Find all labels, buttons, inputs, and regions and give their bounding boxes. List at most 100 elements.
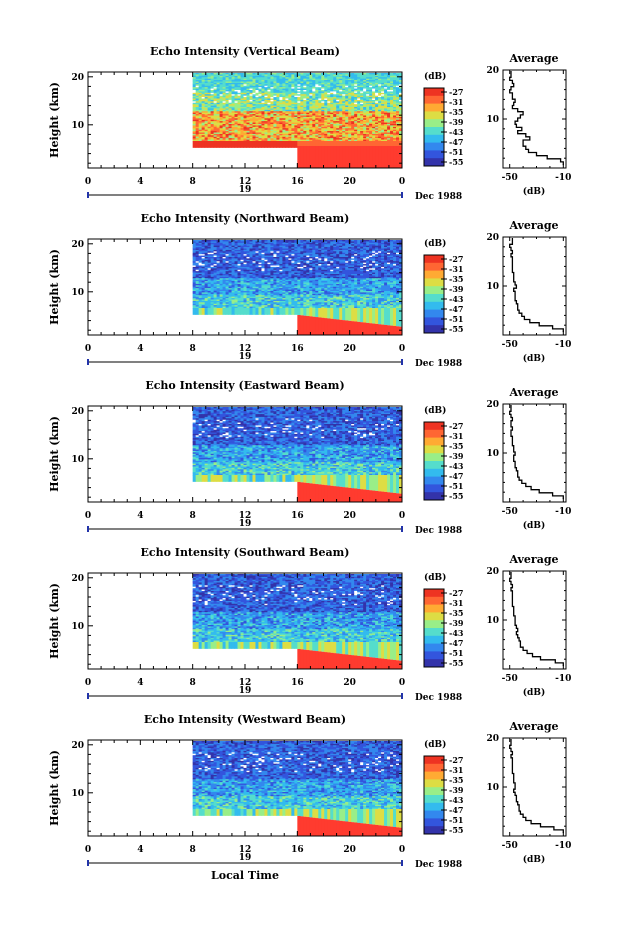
heatmap-cell	[294, 141, 298, 148]
heatmap-cell	[264, 112, 268, 115]
heatmap-cell	[264, 109, 268, 112]
heatmap-cell	[387, 87, 391, 90]
heatmap-cell	[342, 261, 346, 264]
heatmap-cell	[228, 91, 233, 94]
heatmap-cell	[246, 262, 250, 265]
heatmap-cell	[390, 126, 394, 129]
heatmap-cell	[297, 138, 301, 141]
heatmap-cell	[192, 92, 197, 95]
heatmap-cell	[312, 133, 316, 136]
heatmap-cell	[195, 101, 200, 104]
heatmap-cell	[198, 109, 203, 112]
heatmap-cell	[282, 95, 286, 98]
heatmap-cell	[252, 122, 256, 125]
heatmap-cell	[192, 240, 197, 242]
heatmap-cell	[342, 90, 346, 92]
heatmap-cell	[333, 88, 337, 91]
heatmap-cell	[300, 121, 304, 124]
heatmap-cell	[369, 139, 373, 142]
heatmap-cell	[303, 94, 307, 97]
heatmap-cell	[213, 111, 218, 114]
heatmap-cell	[375, 240, 379, 242]
heatmap-cell	[237, 115, 242, 118]
heatmap-cell	[369, 101, 373, 104]
heatmap-cell	[264, 129, 268, 132]
heatmap-cell	[201, 128, 206, 131]
heatmap-cell	[249, 261, 253, 264]
heatmap-cell	[234, 264, 239, 266]
heatmap-cell	[195, 247, 200, 249]
heatmap-cell	[210, 119, 215, 122]
heatmap-cell	[249, 133, 253, 136]
heatmap-cell	[381, 257, 385, 259]
heatmap-cell	[387, 128, 391, 131]
heatmap-cell	[297, 255, 301, 258]
heatmap-cell	[288, 139, 292, 142]
heatmap-cell	[255, 80, 259, 82]
heatmap-cell	[306, 129, 310, 132]
heatmap-cell	[252, 254, 256, 257]
heatmap-cell	[342, 122, 346, 125]
heatmap-cell	[255, 82, 259, 85]
heatmap-cell	[201, 251, 206, 254]
heatmap-cell	[318, 121, 322, 124]
heatmap-cell	[369, 124, 373, 126]
heatmap-cell	[276, 135, 280, 138]
heatmap-cell	[363, 88, 367, 91]
heatmap-cell	[240, 109, 244, 112]
heatmap-cell	[276, 116, 280, 119]
heatmap-cell	[399, 262, 403, 265]
heatmap-cell	[237, 105, 242, 108]
heatmap-cell	[312, 77, 316, 80]
heatmap-cell	[219, 240, 224, 242]
heatmap-cell	[234, 82, 239, 85]
heatmap-cell	[303, 249, 307, 252]
heatmap-cell	[339, 107, 343, 109]
heatmap-cell	[294, 248, 298, 251]
heatmap-cell	[240, 73, 244, 75]
heatmap-cell	[306, 262, 310, 265]
heatmap-cell	[342, 259, 346, 262]
heatmap-cell	[273, 98, 277, 101]
heatmap-cell	[384, 108, 388, 111]
average-y-tick-label: 20	[486, 66, 499, 76]
heatmap-cell	[381, 258, 385, 261]
heatmap-cell	[198, 95, 203, 98]
heatmap-cell	[321, 132, 325, 135]
heatmap-cell	[345, 88, 349, 91]
heatmap-cell	[306, 94, 310, 97]
heatmap-cell	[363, 262, 367, 265]
colorbar-tick-label: -31	[449, 97, 463, 107]
heatmap-cell	[333, 82, 337, 85]
heatmap-cell	[354, 264, 358, 266]
heatmap-cell	[258, 121, 262, 124]
heatmap-cell	[396, 119, 400, 122]
heatmap-cell	[324, 258, 328, 261]
heatmap-cell	[372, 95, 376, 98]
heatmap-cell	[219, 119, 224, 122]
heatmap-cell	[375, 108, 379, 111]
heatmap-cell	[324, 122, 328, 125]
heatmap-cell	[195, 88, 200, 91]
heatmap-cell	[261, 244, 265, 247]
colorbar-swatch	[424, 95, 444, 104]
heatmap-cell	[345, 97, 349, 99]
heatmap-cell	[339, 139, 343, 142]
heatmap-cell	[273, 241, 277, 244]
heatmap-cell	[231, 75, 236, 78]
heatmap-cell	[378, 108, 382, 111]
heatmap-cell	[234, 125, 239, 128]
heatmap-cell	[366, 82, 370, 85]
heatmap-cell	[255, 261, 259, 264]
heatmap-cell	[351, 129, 355, 132]
heatmap-cell	[207, 75, 212, 78]
heatmap-cell	[258, 84, 262, 87]
heatmap-cell	[234, 122, 239, 125]
heatmap-cell	[387, 249, 391, 252]
heatmap-cell	[363, 257, 367, 259]
heatmap-cell	[192, 128, 197, 131]
heatmap-cell	[213, 99, 218, 102]
heatmap-cell	[273, 82, 277, 85]
heatmap-cell	[198, 139, 203, 142]
heatmap-cell	[333, 80, 337, 82]
